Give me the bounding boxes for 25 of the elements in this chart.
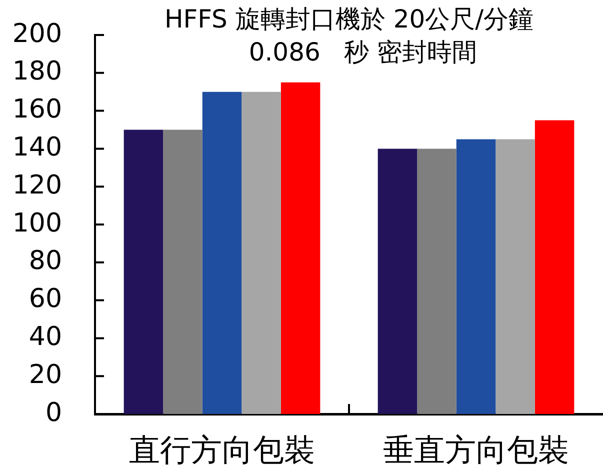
- bar: [417, 148, 456, 414]
- bar: [202, 92, 242, 414]
- y-tick-label: 180: [12, 56, 62, 87]
- bar: [163, 130, 202, 414]
- bar: [124, 130, 164, 414]
- y-tick-label: 40: [28, 322, 62, 352]
- y-tick-label: 140: [12, 132, 62, 162]
- chart-title: HFFS 旋轉封口機於 20公尺/分鐘: [164, 4, 534, 34]
- bar: [534, 120, 574, 414]
- y-tick-label: 60: [28, 284, 62, 314]
- y-tick-label: 100: [12, 208, 62, 238]
- y-tick-label: 160: [12, 94, 62, 125]
- bar: [456, 139, 496, 414]
- chart-subtitle: 0.086 秒 密封時間: [248, 38, 478, 66]
- y-tick-label: 20: [28, 360, 62, 390]
- bar: [496, 139, 535, 414]
- y-tick-label: 80: [28, 246, 62, 276]
- y-tick-label: 120: [12, 170, 62, 200]
- y-tick-label: 0: [45, 398, 62, 428]
- x-tick-label: 垂直方向包裝: [383, 432, 569, 469]
- bar: [280, 82, 320, 414]
- bar: [242, 92, 281, 414]
- y-tick-label: 200: [12, 18, 62, 49]
- bar: [378, 148, 418, 414]
- x-tick-label: 直行方向包裝: [129, 432, 315, 469]
